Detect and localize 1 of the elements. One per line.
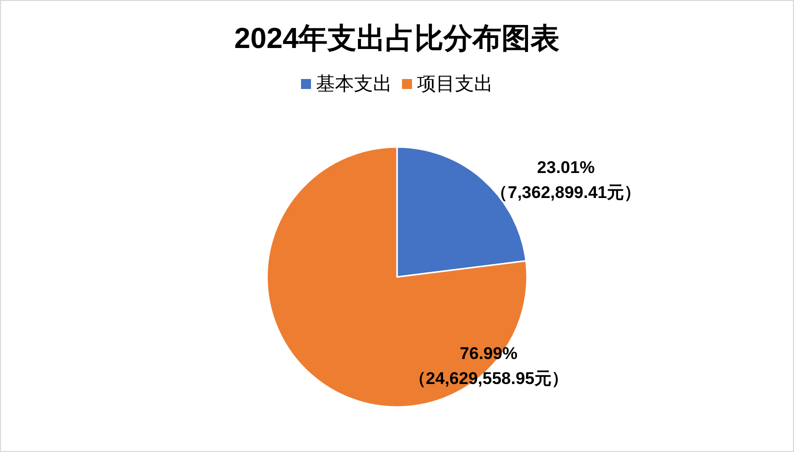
title: 2024年支出占比分布图表 bbox=[234, 23, 560, 55]
